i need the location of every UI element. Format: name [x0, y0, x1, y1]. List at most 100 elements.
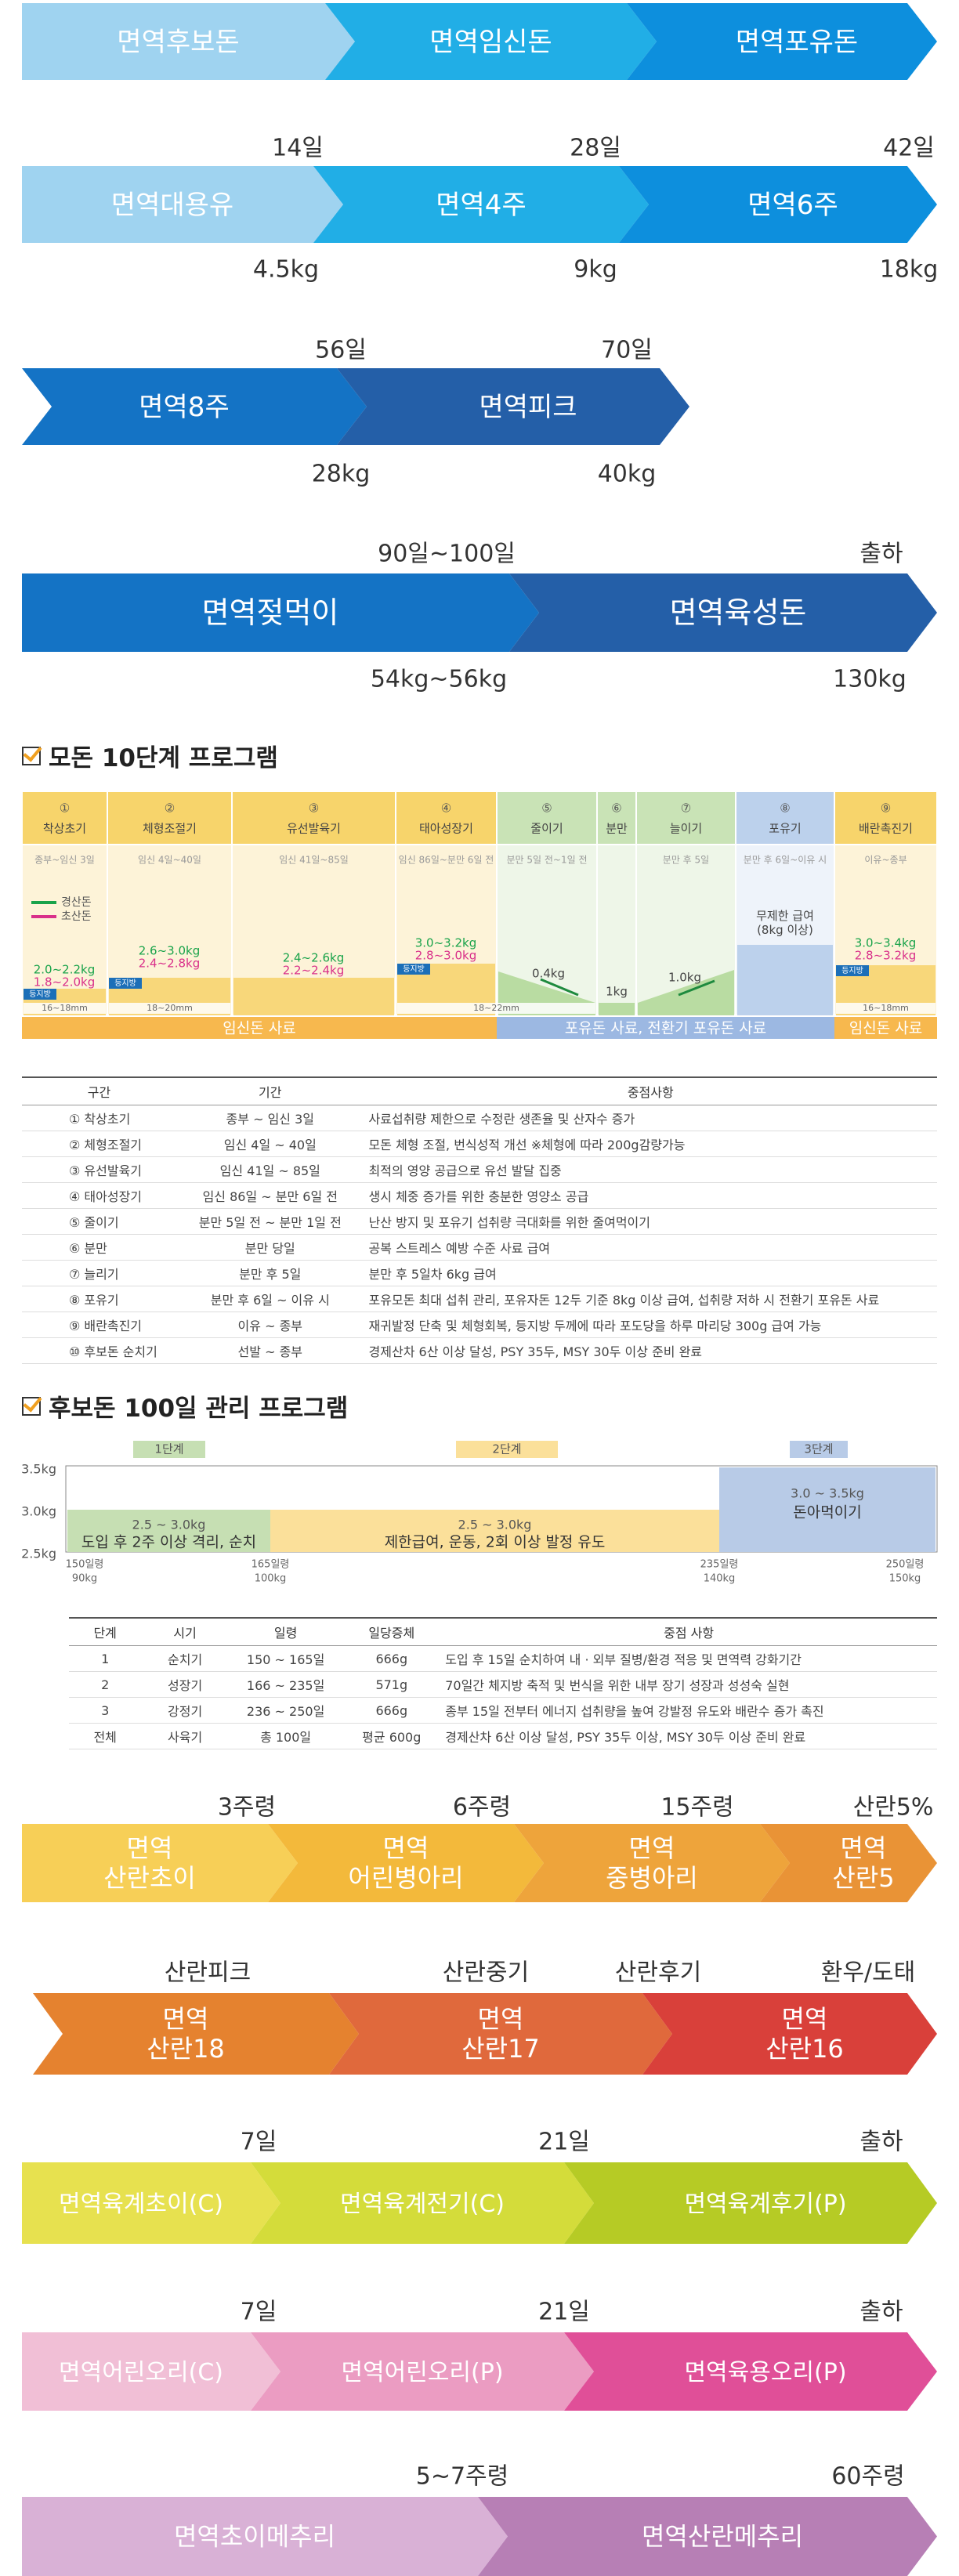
- table-row: 2 성장기 166 ~ 235일 571g 70일간 체지방 축적 및 번식을 위한 내…: [69, 1671, 937, 1698]
- stage-number: ①: [60, 801, 70, 816]
- backfat-range-box: [836, 1003, 935, 1014]
- flow-segment: [337, 368, 689, 445]
- table-cell: ⑩ 후보돈 순치기: [22, 1337, 177, 1364]
- table-cell: 평균 600g: [342, 1723, 441, 1749]
- feed-type-label: 포유돈 사료, 전환기 포유돈 사료: [565, 1020, 766, 1037]
- stage-tag-label: 3단계: [804, 1442, 833, 1456]
- stage-name: 태아성장기: [419, 822, 473, 836]
- increase-arrow-icon: [678, 979, 715, 997]
- flow-top-label: 60주령: [831, 2463, 904, 2491]
- flow-segment-label: 면역 산란16: [765, 2004, 844, 2064]
- legend-swatch-primiparous: [31, 915, 56, 918]
- stage-number: ②: [165, 801, 175, 816]
- table-cell: ① 착상초기: [22, 1105, 177, 1131]
- stage-period: 임신 4일~40일: [138, 855, 201, 866]
- flow-segment-label: 면역육용오리(P): [684, 2359, 846, 2386]
- table-cell: 경제산차 6산 이상 달성, PSY 35두, MSY 30두 이상 준비 완료: [364, 1337, 937, 1364]
- flow-segment-label: 면역포유돈: [736, 27, 858, 58]
- table-cell: 70일간 체지방 축적 및 번식을 위한 내부 장기 성장과 성성숙 실현: [440, 1671, 937, 1698]
- stage-block: [719, 1467, 935, 1552]
- flow-segment-label: 면역대용유: [111, 190, 233, 221]
- table-cell: ⑧ 포유기: [22, 1286, 177, 1312]
- feed-value-label: 0.4kg: [532, 967, 565, 981]
- gilt-program-title-row: 후보돈 100일 관리 프로그램: [22, 1388, 348, 1424]
- flow-segment-label: 면역8주: [139, 392, 229, 423]
- table-row: ⑩ 후보돈 순치기 선발 ~ 종부 경제산차 6산 이상 달성, PSY 35두, …: [22, 1337, 937, 1364]
- feed-value-primiparous: 1.8~2.0kg: [34, 975, 96, 990]
- table-cell: 종부 ~ 임신 3일: [176, 1105, 364, 1131]
- flow-segment-label: 면역육계후기(P): [684, 2191, 846, 2218]
- stage-name: 배란촉진기: [859, 822, 913, 836]
- backfat-range-label: 18~20mm: [147, 1003, 193, 1013]
- table-header-cell: 기간: [176, 1076, 364, 1105]
- sow-program-title-row: 모돈 10단계 프로그램: [22, 738, 278, 773]
- stage-name: 체형조절기: [143, 822, 197, 836]
- table-cell: 총 100일: [228, 1723, 343, 1749]
- sow-program-table: 구간 기간 중점사항 ① 착상초기 종부 ~ 임신 3일 사료섭취량 제한으로 수정란 …: [22, 1076, 937, 1364]
- table-cell: 사육기: [141, 1723, 229, 1749]
- stage-block-range: 2.5 ~ 3.0kg: [458, 1518, 532, 1532]
- stage-flow-pig-finisher: 면역젖먹이 면역육성돈 90일~100일 출하 54kg~56kg 130kg: [22, 541, 937, 693]
- table-cell: 임신 86일 ~ 분만 6일 전: [176, 1182, 364, 1209]
- table-cell: 순치기: [141, 1645, 229, 1672]
- table-header-cell: 단계: [69, 1617, 142, 1646]
- table-cell: 임신 4일 ~ 40일: [176, 1131, 364, 1157]
- flow-segment: [627, 3, 937, 80]
- feed-type-label: 임신돈 사료: [223, 1020, 295, 1037]
- y-tick-label: 2.5kg: [21, 1547, 56, 1561]
- stage-block-range: 3.0 ~ 3.5kg: [791, 1486, 864, 1501]
- table-cell: 666g: [342, 1645, 441, 1672]
- stage-header-cell: [496, 791, 598, 845]
- stage-flow-pig-grower: 면역8주 면역피크 56일 70일 28kg 40kg: [22, 337, 689, 488]
- table-cell: 성장기: [141, 1671, 229, 1698]
- flow-segment-label: 면역 산란5: [832, 1833, 894, 1893]
- flow-segment: [325, 3, 657, 80]
- flow-segment: [22, 166, 343, 243]
- stage-flow-layer-early: 면역 산란초이 면역 어린병아리 면역 중병아리 면역 산란5 3주령 6주령 15주령 산란5%: [22, 1794, 937, 1902]
- feed-type-bar: [22, 1017, 497, 1039]
- table-cell: 임신 41일 ~ 85일: [176, 1156, 364, 1183]
- stage-name: 늘이기: [670, 822, 702, 836]
- stage-name: 포유기: [769, 822, 801, 836]
- backfat-range-label: 16~18mm: [42, 1003, 88, 1013]
- stage-tag: [133, 1441, 205, 1458]
- table-cell: 생시 체중 증가를 위한 충분한 영양소 공급: [364, 1182, 937, 1209]
- gilt-program-chart: 1단계 2단계 3단계 3.5kg 3.0kg 2.5kg 2.5 ~ 3.0kg 도입 후 …: [21, 1441, 938, 1585]
- flow-bottom-label: 54kg~56kg: [371, 666, 507, 693]
- table-row: ① 착상초기 종부 ~ 임신 3일 사료섭취량 제한으로 수정란 생존율 및 산자수…: [22, 1105, 937, 1131]
- stage-flow-pig-breeding: 면역후보돈 면역임신돈 면역포유돈: [22, 3, 937, 80]
- checkbox-icon: [22, 746, 41, 765]
- table-cell: 236 ~ 250일: [228, 1697, 343, 1724]
- feed-value-label: 무제한 급여 (8kg 이상): [756, 909, 814, 937]
- table-cell: 571g: [342, 1671, 441, 1698]
- flow-segment-label: 면역임신돈: [429, 27, 552, 58]
- table-header-cell: 일당증체: [342, 1617, 441, 1646]
- flow-segment: [760, 1824, 937, 1902]
- table-cell: ③ 유선발육기: [22, 1156, 177, 1183]
- flow-top-label: 28일: [570, 135, 621, 162]
- stage-number: ⑤: [541, 801, 552, 816]
- flow-segment: [22, 2332, 280, 2411]
- flow-top-label: 환우/도태: [821, 1959, 916, 1987]
- flow-segment: [514, 1824, 790, 1902]
- backfat-tag: [836, 965, 869, 976]
- feed-value-primiparous: 2.8~3.2kg: [855, 949, 917, 963]
- stage-tag-label: 1단계: [154, 1442, 183, 1456]
- flow-segment: [33, 1993, 359, 2075]
- flow-segment: [22, 1824, 298, 1902]
- stage-header-cell: [395, 791, 498, 845]
- stage-header-cell: [107, 791, 233, 845]
- flow-segment-label: 면역초이메추리: [174, 2522, 335, 2552]
- table-row: ⑥ 분만 분만 당일 공복 스트레스 예방 수준 사료 급여: [22, 1234, 937, 1261]
- flow-segment: [509, 573, 937, 652]
- table-cell: 분만 후 5일: [176, 1260, 364, 1286]
- stage-body-cell: [21, 844, 108, 1016]
- feed-value-primiparous: 2.4~2.8kg: [139, 957, 201, 971]
- flow-segment: [22, 2497, 508, 2576]
- table-cell: ④ 태아성장기: [22, 1182, 177, 1209]
- feed-type-bar: [497, 1017, 834, 1039]
- flow-top-label: 21일: [538, 2129, 590, 2156]
- stage-period: 이유~종부: [864, 855, 907, 866]
